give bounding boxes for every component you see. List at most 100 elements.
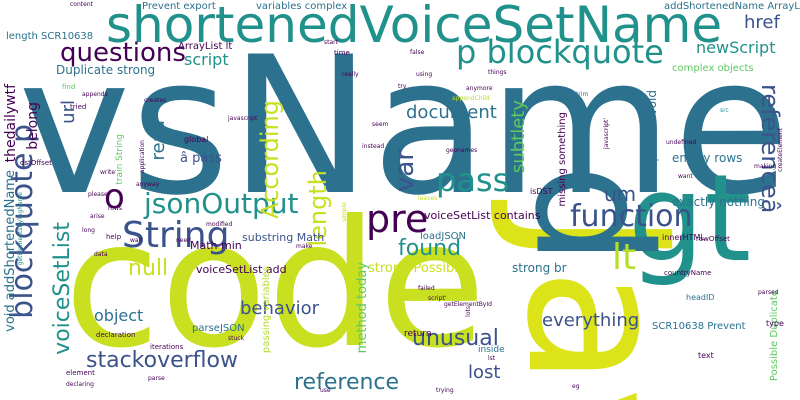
word-getelementbyid: getElementById (444, 301, 492, 308)
word-using: using (416, 71, 433, 78)
word-arraylist-lt: ArrayList lt (178, 41, 233, 52)
word-stuck: stuck (228, 335, 245, 342)
word-undefined: undefined (666, 139, 697, 146)
word-strong-br: strong br (512, 261, 567, 275)
word-strong-possible: strong Possible (368, 261, 466, 276)
word-find: find (62, 83, 76, 91)
word-length-scr10638: length SCR10638 (6, 31, 94, 42)
word-subtlety: subtlety (508, 100, 529, 174)
word-gt: gt (628, 150, 752, 289)
word-math-min: Math min (190, 239, 242, 252)
word-null: null (128, 256, 169, 281)
word-failed: failed (418, 285, 435, 292)
word-return: return (404, 329, 432, 339)
word-questions: questions (60, 38, 186, 68)
word-empty-rows: empty rows (672, 151, 743, 165)
word-script: script (184, 50, 229, 69)
word-code: code (64, 184, 487, 387)
word-eg: eg (572, 383, 580, 390)
word-innerhtml: innerHTML (662, 233, 705, 242)
word-behavior: behavior (240, 298, 320, 319)
word-um: um (604, 182, 637, 206)
word-missing-something: missing something (557, 112, 568, 207)
word-according: According (256, 100, 284, 219)
word-passing-variables: passing variables (261, 266, 272, 354)
word-unusual: unusual (412, 326, 499, 351)
word-start: start (324, 39, 338, 46)
word-please: please (88, 191, 108, 198)
word-scr10638-prevent: SCR10638 Prevent (652, 321, 746, 332)
word-anyway: anyway (136, 181, 160, 188)
word-parse: parse (148, 375, 165, 382)
word-make: make (296, 243, 313, 250)
word-type: type (766, 319, 784, 328)
word-found: found (398, 236, 462, 261)
word-declaring: declaring (66, 381, 94, 388)
word-possible-duplicate: Possible Duplicate (769, 290, 780, 382)
word-vsname: vsName (18, 16, 790, 237)
word-simple: simple (341, 202, 348, 222)
word-anymore: anymore (466, 85, 493, 92)
word-iterations: iterations (150, 343, 184, 351)
word-need: need (176, 237, 191, 244)
word-newscript: newScript (696, 38, 776, 57)
word-thedailywtf: thedailywtf (3, 84, 19, 163)
word-var: var (390, 150, 420, 193)
word-prevent-export: Prevent export (142, 1, 216, 12)
word-modified: modified (206, 221, 233, 228)
word-global: global (184, 135, 209, 144)
word-lst: lst (488, 355, 496, 362)
word-geonames: geonames (446, 147, 478, 154)
word-loadjson: loadJSON (420, 231, 467, 242)
word-read: read (148, 120, 169, 161)
word-content: content (70, 1, 93, 8)
word-time: time (334, 49, 350, 57)
word-javascript-quote: javascript' (603, 118, 610, 149)
word-p-blockquote: p blockquote (456, 33, 664, 71)
word-application: application (139, 140, 146, 174)
word-o: o (104, 177, 125, 217)
word-belong: belong (25, 102, 41, 150)
word-object: object (94, 306, 144, 325)
word-rows: rows (108, 205, 123, 212)
word-jsonurl: jsonUrl (704, 135, 736, 145)
word-creates: creates (144, 97, 167, 104)
word-things: things (488, 69, 507, 76)
word-stackoverflow: stackoverflow (86, 348, 238, 373)
word-appendchild: appendChild (452, 95, 490, 102)
word-really: really (342, 71, 359, 78)
word-making: making (754, 163, 777, 170)
word-false: false (410, 49, 425, 56)
word-jsonoutput: jsonOutput (144, 187, 299, 220)
word-inside: inside (478, 345, 505, 355)
word-getelementsbytagname: getElementsByTagName (17, 192, 24, 266)
word-appends: appends (82, 91, 108, 98)
word-help: help (106, 233, 122, 241)
word-wait: wait (130, 237, 143, 244)
word-element: element (66, 369, 95, 377)
word-shortenedvoicesetname: shortenedVoiceSetName (106, 0, 723, 54)
word-reference: reference (294, 370, 400, 395)
word-javascript: javascript (228, 115, 258, 122)
word-train-string: train String (115, 134, 125, 185)
word-document: document (406, 102, 497, 123)
word-src: src (720, 107, 729, 114)
word-parsejson: parseJSON (192, 323, 245, 334)
word-createelement: createElement (777, 128, 784, 172)
word-use: use (320, 387, 331, 394)
word-parsed: parsed (758, 289, 779, 296)
word-string: String (122, 215, 230, 256)
word-trying: trying (436, 387, 454, 394)
word-arise: arise (90, 213, 105, 220)
word-leaves: leaves (418, 195, 438, 202)
word-headid: headID (686, 293, 715, 302)
word-complex-objects: complex objects (672, 63, 754, 74)
word-function: function (570, 199, 693, 234)
word-dstoffset: dstOffset (20, 159, 52, 167)
word-seem: seem (372, 121, 389, 128)
word-pre: pre (366, 197, 429, 241)
word-instead: instead (362, 143, 385, 150)
word-addshortenedname-arraylist: addShortenedName ArrayList (664, 1, 800, 12)
word-data: data (94, 251, 108, 258)
word-long: long (82, 227, 95, 234)
